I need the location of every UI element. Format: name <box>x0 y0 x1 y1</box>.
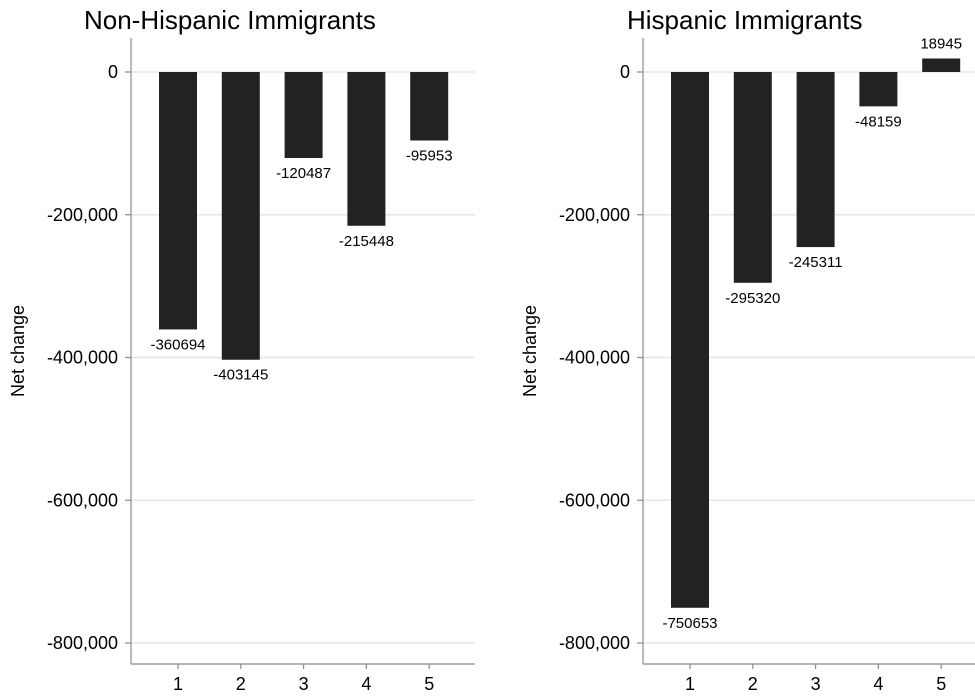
panel-1: Non-Hispanic Immigrants 0 -200,000 -400,000… <box>8 5 475 694</box>
data-label: -215448 <box>339 233 394 250</box>
x-tick-label: 1 <box>173 674 183 694</box>
bar <box>159 72 197 330</box>
bar <box>221 72 260 360</box>
y-tick-label: -200,000 <box>559 205 630 225</box>
bar <box>922 58 961 72</box>
y-axis-label: Net change <box>8 305 28 397</box>
x-tick-label: 4 <box>361 674 371 694</box>
bar <box>410 72 449 141</box>
x-tick-label: 4 <box>873 674 883 694</box>
bar <box>671 72 709 608</box>
x-tick-label: 2 <box>236 674 246 694</box>
data-label: -48159 <box>855 113 902 130</box>
y-tick-label: -400,000 <box>47 348 118 368</box>
data-label: -403145 <box>213 367 268 384</box>
bar <box>796 72 835 248</box>
x-tick-label: 2 <box>748 674 758 694</box>
x-tick-label: 3 <box>299 674 309 694</box>
data-label: -245311 <box>789 254 843 271</box>
y-tick-label: -600,000 <box>559 490 630 510</box>
x-tick-label: 1 <box>685 674 695 694</box>
data-label: -295320 <box>725 290 780 307</box>
y-tick-label: 0 <box>620 62 630 82</box>
y-tick-label: -800,000 <box>559 633 630 653</box>
y-tick-label: 0 <box>108 62 118 82</box>
y-axis-label: Net change <box>520 305 540 397</box>
data-label: -360694 <box>150 336 205 353</box>
x-tick-label: 3 <box>811 674 821 694</box>
chart-title: Hispanic Immigrants <box>627 5 863 35</box>
y-tick-label: -200,000 <box>47 205 118 225</box>
bar <box>284 72 323 158</box>
bar <box>347 72 386 226</box>
panel-2: Hispanic Immigrants 0 -200,000 -400,000 -600… <box>520 5 975 694</box>
data-label: 18945 <box>920 35 962 52</box>
data-label: -750653 <box>662 615 717 632</box>
chart-title: Non-Hispanic Immigrants <box>84 5 376 35</box>
bar <box>733 72 772 283</box>
bar <box>859 72 898 107</box>
x-tick-label: 5 <box>424 674 434 694</box>
data-label: -120487 <box>276 165 331 182</box>
y-tick-label: -600,000 <box>47 490 118 510</box>
y-tick-label: -800,000 <box>47 633 118 653</box>
x-tick-label: 5 <box>936 674 946 694</box>
y-tick-label: -400,000 <box>559 348 630 368</box>
data-label: -95953 <box>406 147 453 164</box>
